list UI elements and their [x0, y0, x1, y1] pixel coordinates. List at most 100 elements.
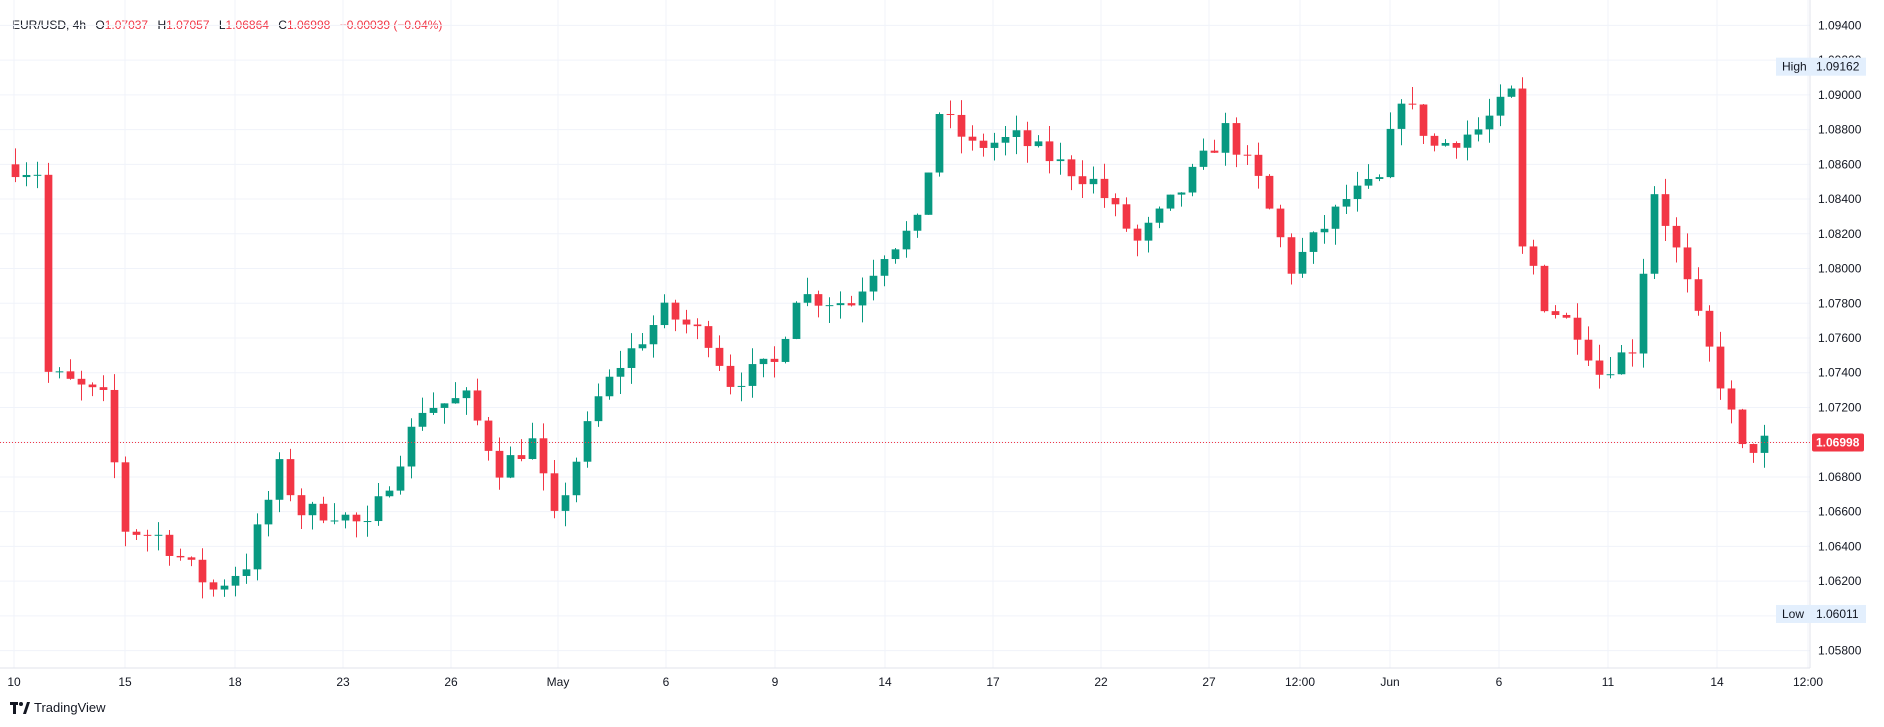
candle-body — [1738, 409, 1747, 445]
candle-body — [341, 514, 350, 521]
x-tick-label: 10 — [7, 675, 21, 689]
candle-body — [1298, 251, 1307, 274]
candle-body — [1001, 136, 1010, 143]
candle-body — [132, 531, 141, 535]
candle-body — [1705, 310, 1714, 347]
candle-body — [880, 259, 889, 276]
candle-body — [1034, 141, 1043, 147]
candle-body — [1067, 159, 1076, 177]
candle-body — [1342, 199, 1351, 207]
candle-body — [517, 455, 526, 460]
x-tick-label: 9 — [772, 675, 779, 689]
candle-body — [429, 407, 438, 413]
candle-body — [990, 142, 999, 148]
candle-body — [957, 114, 966, 137]
current-price-label: 1.06998 — [1816, 436, 1860, 450]
candle-body — [1507, 88, 1516, 97]
candle-body — [1606, 374, 1615, 376]
candle-body — [1045, 141, 1054, 162]
candle-body — [1144, 222, 1153, 241]
y-tick-label: 1.07400 — [1818, 366, 1862, 380]
y-tick-label: 1.09400 — [1818, 18, 1862, 32]
x-tick-label: 12:00 — [1793, 675, 1823, 689]
y-tick-label: 1.07800 — [1818, 296, 1862, 310]
candle-body — [121, 462, 130, 532]
candle-body — [1265, 175, 1274, 209]
candle-body — [935, 114, 944, 173]
candle-body — [1254, 154, 1263, 176]
candle-body — [891, 249, 900, 260]
candle-body — [1430, 135, 1439, 146]
candle-body — [1023, 130, 1032, 147]
low-badge-value: 1.06011 — [1816, 607, 1859, 621]
candle-body — [836, 303, 845, 306]
high-badge — [1776, 57, 1866, 76]
candle-body — [1276, 208, 1285, 238]
candle-body — [1529, 246, 1538, 266]
candle-body — [1386, 128, 1395, 178]
candle-body — [253, 524, 262, 570]
candle-body — [176, 555, 185, 558]
x-tick-label: 23 — [336, 675, 350, 689]
candle-body — [814, 294, 823, 306]
candle-body — [330, 520, 339, 522]
candle-body — [1155, 208, 1164, 223]
candle-body — [77, 378, 86, 385]
x-tick-label: Jun — [1380, 675, 1399, 689]
candle-body — [1584, 339, 1593, 361]
candle-body — [946, 114, 955, 116]
candle-body — [704, 326, 713, 348]
candle-body — [550, 473, 559, 511]
candle-body — [1650, 194, 1659, 274]
current-price-badge — [1812, 433, 1864, 452]
y-tick-label: 1.08000 — [1818, 262, 1862, 276]
candle-body — [352, 514, 361, 522]
y-tick-label: 1.09000 — [1818, 88, 1862, 102]
candle-body — [1518, 88, 1527, 247]
candle-body — [1309, 232, 1318, 252]
candle-body — [1210, 150, 1219, 153]
high-badge-label: High — [1782, 60, 1807, 74]
candle-body — [473, 390, 482, 421]
candle-body — [319, 503, 328, 521]
candle-body — [154, 534, 163, 536]
candle-body — [44, 174, 53, 372]
x-tick-label: May — [547, 675, 570, 689]
x-tick-label: 14 — [878, 675, 892, 689]
candle-body — [407, 426, 416, 467]
x-tick-label: 6 — [1496, 675, 1503, 689]
candle-body — [1760, 435, 1769, 453]
candle-body — [1166, 194, 1175, 209]
candle-body — [385, 490, 394, 497]
candle-body — [231, 575, 240, 586]
candle-body — [1133, 228, 1142, 241]
candle-body — [869, 275, 878, 292]
candle-body — [902, 230, 911, 250]
candle-body — [858, 291, 867, 306]
candle-body — [99, 387, 108, 390]
x-tick-label: 11 — [1602, 675, 1615, 689]
y-tick-label: 1.06200 — [1818, 574, 1862, 588]
candle-body — [1012, 130, 1021, 137]
candle-body — [22, 174, 31, 178]
candle-body — [396, 466, 405, 491]
candle-body — [1199, 150, 1208, 167]
candle-body — [1694, 279, 1703, 311]
candle-body — [1287, 237, 1296, 274]
candle-body — [803, 294, 812, 303]
candle-body — [1188, 166, 1197, 193]
candle-body — [418, 412, 427, 427]
x-tick-label: 22 — [1094, 675, 1108, 689]
candle-body — [638, 344, 647, 349]
candle-body — [660, 302, 669, 326]
tradingview-logo: TradingView — [10, 700, 106, 715]
candle-body — [605, 376, 614, 397]
candle-body — [1573, 317, 1582, 340]
candle-body — [748, 364, 757, 386]
candle-body — [1496, 96, 1505, 116]
candle-body — [66, 371, 75, 379]
x-tick-label: 26 — [444, 675, 458, 689]
candle-body — [649, 325, 658, 345]
y-tick-label: 1.08600 — [1818, 157, 1862, 171]
